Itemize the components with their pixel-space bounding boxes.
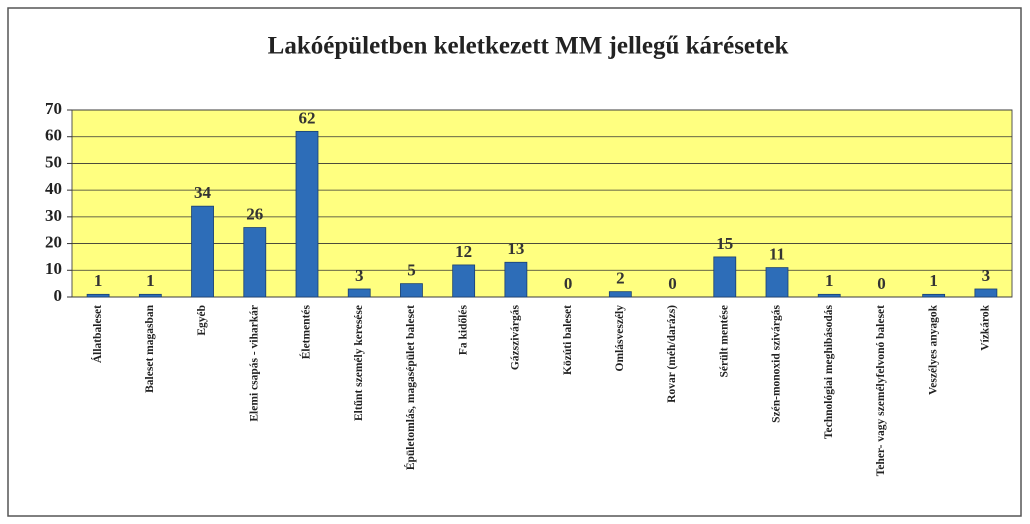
- x-tick-label: Állatbaleset: [90, 305, 104, 363]
- x-tick-label: Életmentés: [299, 304, 313, 359]
- data-label: 11: [769, 245, 785, 264]
- y-tick-label: 70: [45, 99, 62, 118]
- data-label: 34: [194, 183, 212, 202]
- x-tick-label: Rovar (méh/darázs): [666, 305, 678, 403]
- data-label: 15: [716, 234, 733, 253]
- data-label: 3: [982, 266, 991, 285]
- y-tick-label: 10: [45, 259, 62, 278]
- bar: [191, 205, 214, 298]
- bar: [817, 293, 841, 298]
- data-label: 62: [299, 108, 316, 127]
- bar: [713, 256, 737, 298]
- bar: [504, 261, 528, 298]
- y-tick-label: 20: [45, 232, 62, 251]
- bar: [243, 227, 267, 298]
- x-tick-label: Sérült mentése: [718, 305, 730, 378]
- data-label: 5: [407, 261, 416, 280]
- data-label: 26: [246, 204, 263, 223]
- x-tick-label: Szén-monoxid szivárgás: [771, 304, 783, 422]
- y-tick-label: 40: [45, 179, 62, 198]
- plot-area: [71, 109, 1013, 298]
- data-label: 1: [929, 271, 938, 290]
- x-tick-label: Baleset magasban: [144, 304, 156, 392]
- x-tick-label: Épületomlás, magasépület baleset: [403, 305, 417, 470]
- x-tick-label: Teher- vagy személyfelvonó baleset: [875, 305, 887, 476]
- y-tick-label: 30: [45, 206, 62, 225]
- x-tick-label: Vízkárok: [980, 304, 992, 350]
- x-tick-label: Technológiai meghibásodás: [823, 304, 835, 439]
- data-label: 0: [668, 274, 677, 293]
- data-label: 13: [507, 239, 524, 258]
- x-tick-label: Veszélyes anyagok: [927, 304, 939, 395]
- data-label: 0: [564, 274, 573, 293]
- x-tick-label: Közúti baleset: [562, 305, 574, 375]
- x-tick-label: Omlásveszély: [614, 305, 626, 372]
- data-label: 1: [94, 271, 103, 290]
- data-label: 2: [616, 269, 625, 288]
- y-tick-label: 0: [54, 286, 63, 305]
- bar: [974, 288, 998, 298]
- x-tick-label: Eltűnt személy keresése: [353, 305, 365, 421]
- bar: [608, 291, 632, 298]
- x-tick-label: Gázszivárgás: [510, 304, 522, 370]
- x-tick-label: Egyéb: [196, 305, 208, 336]
- bar: [86, 293, 110, 298]
- bar: [295, 130, 319, 298]
- y-tick-label: 50: [45, 152, 62, 171]
- x-tick-label: Fa kidőlés: [457, 304, 469, 355]
- bar: [765, 267, 789, 298]
- data-label: 12: [455, 242, 472, 261]
- y-tick-label: 60: [45, 126, 62, 145]
- x-tick-label: Elemi csapás - viharkár: [248, 305, 260, 422]
- bar: [347, 288, 371, 298]
- data-label: 3: [355, 266, 364, 285]
- bar: [922, 293, 946, 298]
- chart-title: Lakóépületben keletkezett MM jellegű kár…: [268, 33, 789, 60]
- data-label: 1: [146, 271, 155, 290]
- bar: [138, 293, 162, 298]
- data-label: 0: [877, 274, 886, 293]
- bar: [452, 264, 476, 298]
- bar: [400, 283, 423, 298]
- data-label: 1: [825, 271, 834, 290]
